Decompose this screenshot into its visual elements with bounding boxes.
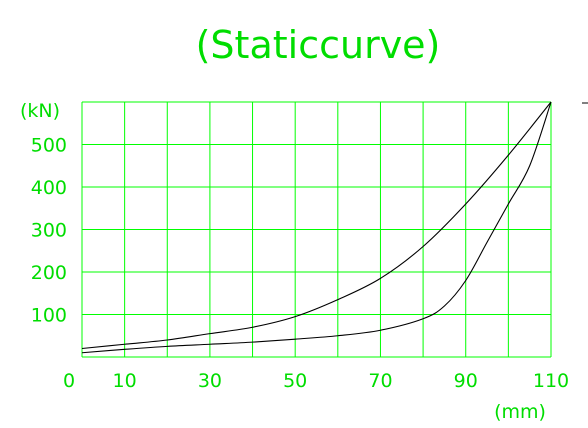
x-tick-label: 0 [63, 370, 75, 392]
x-axis-label: (mm) [494, 401, 546, 423]
y-axis-label: (kN) [20, 100, 60, 122]
y-tick-label: 500 [31, 135, 67, 157]
series-lines [81, 101, 552, 354]
x-tick-label: 70 [368, 370, 392, 392]
lower-curve-line [81, 101, 552, 354]
x-tick-label: 50 [283, 370, 307, 392]
axis-ticks: 100 200 300 400 500 0 10 30 50 70 90 110 [31, 135, 569, 393]
x-tick-label: 90 [454, 370, 478, 392]
x-tick-label: 110 [533, 370, 569, 392]
y-tick-label: 400 [31, 177, 67, 199]
y-tick-label: 100 [31, 305, 67, 327]
x-tick-label: 10 [113, 370, 137, 392]
chart-title: (Staticcurve) [196, 23, 441, 67]
grid [81, 101, 552, 358]
y-tick-label: 300 [31, 220, 67, 242]
x-tick-label: 30 [198, 370, 222, 392]
upper-curve-line [81, 101, 552, 350]
y-tick-label: 200 [31, 262, 67, 284]
